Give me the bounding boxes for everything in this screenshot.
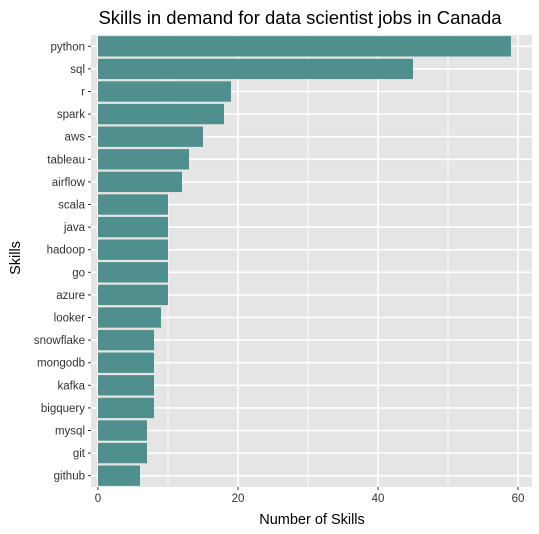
bar-kafka [98,375,154,396]
y-tick-label: mysql [55,426,85,438]
y-tick-label: python [50,41,85,53]
bar-java [98,216,168,238]
y-tick-label: sql [70,64,85,76]
x-axis-ticks: 0 20 40 60 [95,487,525,505]
bar-hadoop [98,239,168,260]
bar-tableau [98,149,189,170]
y-tick-label: tableau [47,154,85,166]
bar-bigquery [98,397,154,419]
x-tick-label: 20 [232,493,245,505]
x-tick-label: 0 [95,493,101,505]
bar-spark [98,103,224,125]
y-axis-ticks: python sql r spark aws tableau airflow scala jav… [34,41,91,483]
chart-title: Skills in demand for data scientist jobs… [98,7,502,28]
bar-r [98,81,231,102]
y-tick-label: scala [58,200,85,212]
y-tick-label: hadoop [47,245,85,257]
y-tick-label: airflow [52,177,86,189]
y-axis-title: Skills [8,241,24,275]
bar-mysql [98,420,147,441]
bar-github [98,465,140,486]
bar-azure [98,284,168,306]
y-tick-label: git [73,448,86,460]
y-tick-label: azure [56,290,85,302]
y-tick-label: bigquery [41,403,85,415]
y-tick-label: r [81,87,85,99]
y-tick-label: looker [54,313,85,325]
x-tick-label: 40 [372,493,385,505]
bar-scala [98,194,168,215]
y-tick-label: go [72,267,85,279]
bar-python [98,36,511,57]
y-tick-label: snowflake [34,335,85,347]
bar-git [98,442,147,464]
bar-mongodb [98,352,154,373]
y-tick-label: github [54,471,85,483]
bar-go [98,262,168,283]
x-tick-label: 60 [512,493,525,505]
bar-snowflake [98,329,154,351]
bar-airflow [98,171,182,193]
bar-looker [98,307,161,328]
y-tick-label: kafka [58,380,86,392]
bar-sql [98,58,413,80]
x-axis-title: Number of Skills [259,512,365,528]
bar-aws [98,126,203,147]
plot-panel [91,35,532,487]
y-tick-label: spark [57,109,85,121]
y-tick-label: java [63,222,86,234]
y-tick-label: mongodb [37,358,85,370]
bars [98,36,511,486]
y-tick-label: aws [65,132,86,144]
